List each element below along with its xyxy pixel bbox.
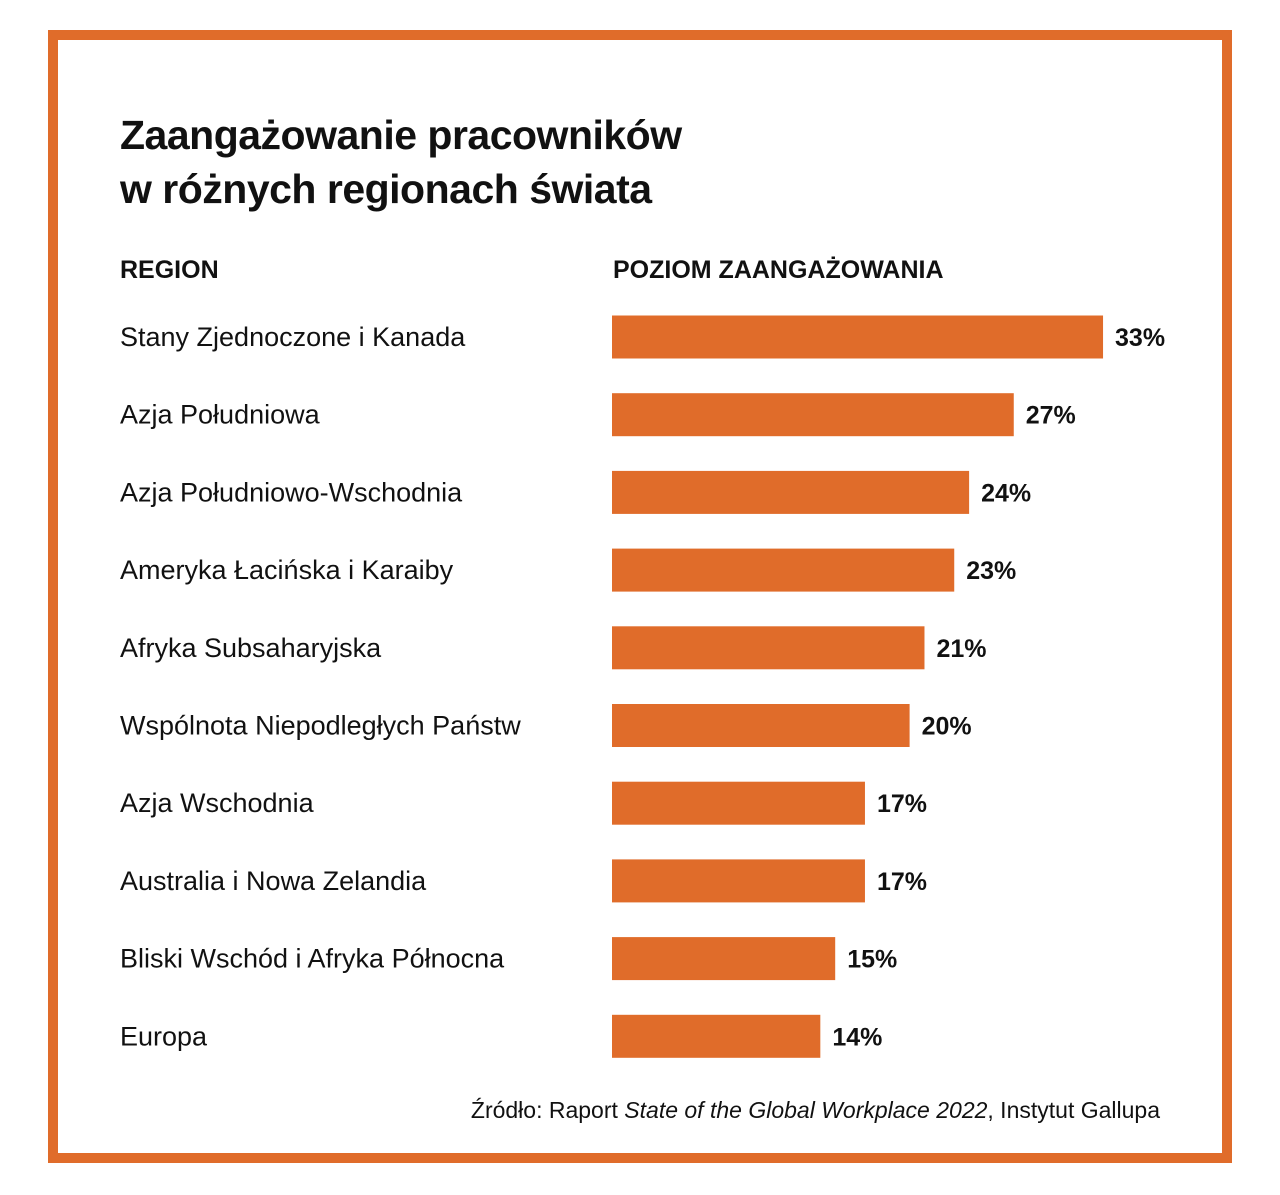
value-label: 24%: [981, 479, 1031, 507]
region-header: REGION: [120, 256, 219, 284]
title-line-2: w różnych regionach świata: [120, 166, 652, 212]
region-label: Australia i Nowa Zelandia: [120, 866, 427, 896]
region-label: Stany Zjednoczone i Kanada: [120, 322, 466, 352]
chart-frame: [48, 30, 1232, 1163]
bar: [612, 548, 955, 592]
value-label: 14%: [832, 1023, 882, 1051]
bar: [612, 937, 836, 981]
value-label: 15%: [847, 946, 897, 974]
source-prefix: Źródło: Raport: [470, 1097, 625, 1123]
value-label: 27%: [1026, 402, 1076, 430]
title-line-1: Zaangażowanie pracowników: [120, 112, 682, 158]
bar: [612, 470, 970, 514]
region-label: Azja Wschodnia: [120, 788, 315, 818]
region-label: Azja Południowo-Wschodnia: [120, 477, 463, 507]
region-label: Afryka Subsaharyjska: [120, 633, 382, 663]
bar: [612, 626, 925, 670]
source-note: Źródło: Raport State of the Global Workp…: [471, 1097, 1160, 1124]
source-report-title: State of the Global Workplace 2022: [624, 1097, 988, 1123]
region-label: Ameryka Łacińska i Karaiby: [120, 555, 454, 585]
region-label: Azja Południowa: [120, 400, 321, 430]
bar: [612, 1014, 821, 1058]
bar: [612, 859, 865, 903]
value-label: 23%: [966, 557, 1016, 585]
value-label: 21%: [936, 635, 986, 663]
bar: [612, 704, 910, 747]
value-label: 20%: [922, 713, 972, 741]
region-label: Europa: [120, 1021, 208, 1051]
value-label: 17%: [877, 868, 927, 896]
region-label: Wspólnota Niepodległych Państw: [120, 711, 521, 741]
value-header: POZIOM ZAANGAŻOWANIA: [613, 256, 944, 284]
bar: [612, 315, 1104, 359]
bar: [612, 781, 865, 825]
region-label: Bliski Wschód i Afryka Północna: [120, 944, 505, 974]
value-label: 17%: [877, 790, 927, 818]
bar: [612, 393, 1014, 437]
value-label: 33%: [1115, 324, 1165, 352]
source-suffix: , Instytut Gallupa: [987, 1097, 1160, 1123]
chart-title: Zaangażowanie pracowników w różnych regi…: [120, 108, 682, 216]
